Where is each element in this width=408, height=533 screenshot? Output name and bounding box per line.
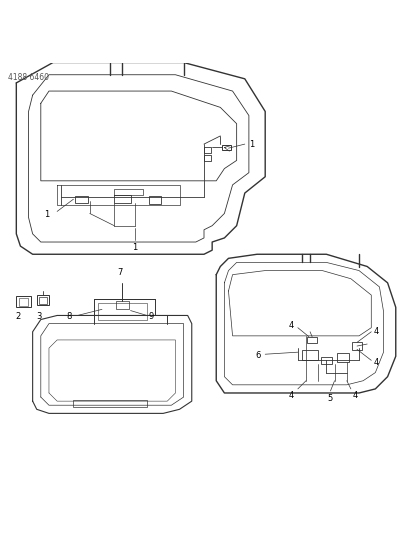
Text: 4: 4 — [288, 321, 294, 330]
Text: 6: 6 — [255, 351, 260, 360]
Text: 4: 4 — [353, 391, 358, 400]
Bar — [307, 337, 317, 343]
Text: 3: 3 — [37, 312, 42, 321]
Bar — [75, 196, 88, 203]
Text: 1: 1 — [249, 140, 254, 149]
Bar — [222, 144, 231, 150]
Bar — [337, 353, 349, 361]
Bar — [352, 342, 362, 350]
Bar — [37, 295, 49, 305]
Bar — [16, 296, 31, 308]
Bar — [149, 196, 161, 204]
Text: 7: 7 — [118, 268, 123, 277]
Bar — [19, 297, 28, 305]
Text: 2: 2 — [16, 312, 21, 321]
Text: 1: 1 — [44, 210, 49, 219]
Text: 4: 4 — [288, 391, 294, 400]
Text: 5: 5 — [328, 394, 333, 403]
Text: 4: 4 — [373, 358, 379, 367]
Text: 8: 8 — [66, 312, 71, 321]
Text: 9: 9 — [149, 312, 154, 321]
Bar — [73, 400, 147, 407]
Bar — [98, 303, 147, 320]
Text: 4: 4 — [373, 327, 379, 336]
Bar — [204, 147, 211, 154]
Bar — [39, 297, 47, 304]
Bar — [114, 195, 131, 203]
Text: 4188 6460: 4188 6460 — [8, 72, 49, 82]
Bar — [322, 357, 331, 364]
Bar — [204, 155, 211, 161]
Bar — [116, 301, 129, 309]
Bar — [302, 350, 318, 360]
Text: 1: 1 — [132, 243, 137, 252]
